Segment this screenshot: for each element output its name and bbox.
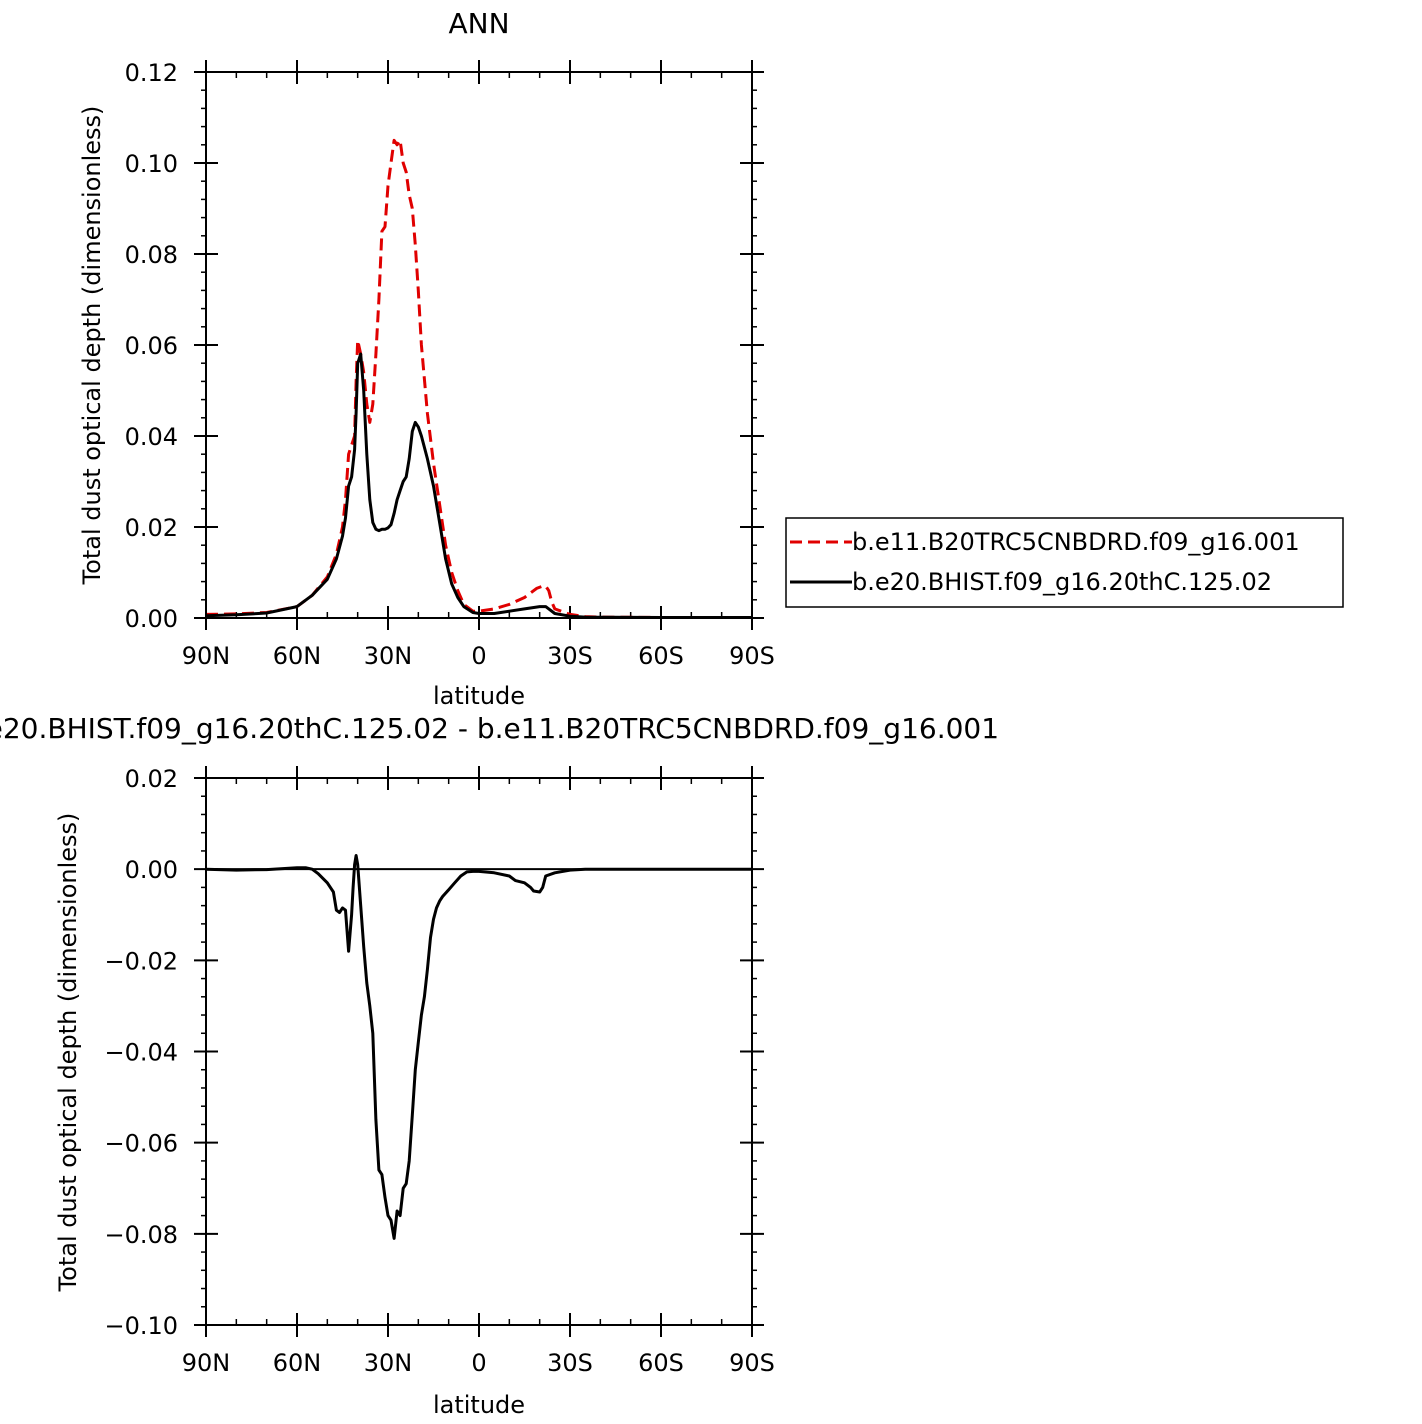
bottom-y-tick-label: −0.02 [104,947,178,975]
bottom-y-tick-label: 0.02 [125,765,178,793]
bottom-x-tick-label: 60N [273,1349,322,1377]
top-y-tick-label: 0.12 [125,59,178,87]
bottom-x-tick-label: 90S [729,1349,775,1377]
bottom-x-tick-label: 30S [547,1349,593,1377]
top-chart-title: ANN [448,7,509,40]
top-plot-area: 90N 60N 30N 0 30S 60S 90S 0.00 0.02 0.04 0.06 0.08 0… [125,59,775,670]
top-y-tick-label: 0.08 [125,241,178,269]
bottom-y-axis-label: Total dust optical depth (dimensionless) [54,813,82,1293]
top-plot-frame [205,71,753,619]
top-x-tick-label: 0 [471,642,486,670]
legend: b.e11.B20TRC5CNBDRD.f09_g16.001 b.e20.BH… [785,517,1344,608]
bottom-y-tick-label: 0.00 [125,856,178,884]
top-y-tick-label: 0.02 [125,514,178,542]
top-panel: ANN 90N 60N 30N 0 30S 60S 90S 0.00 0.02 0.04 0.06 0… [78,7,775,710]
top-x-tick-label: 90S [729,642,775,670]
bottom-plot-frame [205,777,753,1326]
bottom-y-tick-label: −0.06 [104,1130,178,1158]
bottom-x-tick-label: 0 [471,1349,486,1377]
legend-label-1: b.e11.B20TRC5CNBDRD.f09_g16.001 [852,528,1300,556]
top-series-line-2 [205,352,752,619]
top-x-tick-label: 60S [638,642,684,670]
top-x-tick-label: 30N [364,642,413,670]
bottom-x-tick-label: 90N [182,1349,231,1377]
bottom-panel: b.e20.BHIST.f09_g16.20thC.125.02 - b.e11… [0,712,999,1419]
top-y-tick-label: 0.10 [125,150,178,178]
top-y-tick-label: 0.00 [125,605,178,633]
top-x-axis-label: latitude [433,682,525,710]
legend-label-2: b.e20.BHIST.f09_g16.20thC.125.02 [852,568,1272,596]
top-y-axis-label: Total dust optical depth (dimensionless) [78,106,106,586]
bottom-y-tick-label: −0.04 [104,1039,178,1067]
top-x-tick-label: 90N [182,642,231,670]
top-y-tick-label: 0.06 [125,332,178,360]
bottom-chart-title: b.e20.BHIST.f09_g16.20thC.125.02 - b.e11… [0,712,999,745]
bottom-y-tick-label: −0.10 [104,1312,178,1340]
legend-frame [785,517,1344,608]
top-y-tick-label: 0.04 [125,423,178,451]
bottom-plot-area: 90N 60N 30N 0 30S 60S 90S −0.10 −0.08 −0.06 −0.04 −… [104,765,774,1377]
bottom-x-tick-label: 30N [364,1349,413,1377]
top-x-tick-label: 60N [273,642,322,670]
bottom-x-axis-label: latitude [433,1391,525,1419]
top-series-line-1 [205,138,752,619]
bottom-x-tick-label: 60S [638,1349,684,1377]
bottom-series-line-1 [205,854,752,1240]
top-x-tick-label: 30S [547,642,593,670]
bottom-y-tick-label: −0.08 [104,1221,178,1249]
